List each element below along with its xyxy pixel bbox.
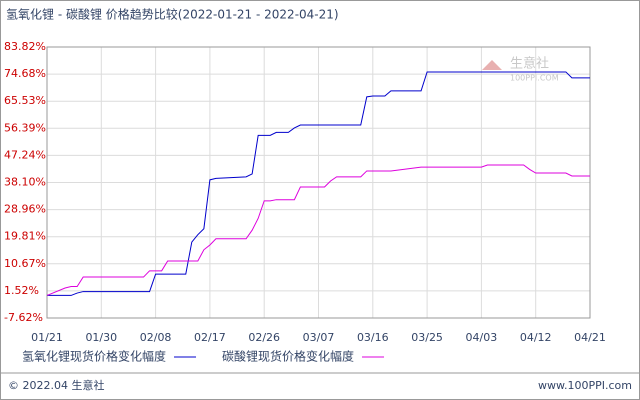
footer-right: www.100PPI.com: [538, 379, 632, 392]
y-tick-label: 65.53%: [4, 94, 46, 107]
x-tick-label: 01/21: [31, 331, 63, 344]
x-tick-label: 04/03: [466, 331, 498, 344]
y-tick-label: 19.81%: [4, 230, 46, 243]
x-tick-label: 03/16: [357, 331, 389, 344]
watermark-logo: [482, 60, 502, 70]
legend-label: 氢氧化锂现货价格变化幅度: [22, 349, 166, 364]
chart-title: 氢氧化锂 - 碳酸锂 价格趋势比较(2022-01-21 - 2022-04-2…: [6, 7, 339, 22]
x-tick-label: 03/07: [303, 331, 335, 344]
x-tick-label: 03/25: [411, 331, 443, 344]
series-line: [47, 71, 590, 296]
y-tick-label: 47.24%: [4, 148, 46, 161]
watermark: 生意社 100PPI.COM: [482, 56, 559, 83]
y-tick-label: 38.10%: [4, 176, 46, 189]
y-tick-label: -7.62%: [4, 311, 43, 324]
x-tick-label: 02/08: [140, 331, 172, 344]
legend-label: 碳酸锂现货价格变化幅度: [222, 349, 354, 364]
x-tick-label: 04/21: [574, 331, 606, 344]
y-tick-label: 1.52%: [4, 284, 39, 297]
x-tick-label: 04/12: [520, 331, 552, 344]
y-tick-label: 74.68%: [4, 67, 46, 80]
plot-border: [46, 46, 591, 319]
footer-left: © 2022.04 生意社: [8, 378, 104, 392]
series-line: [46, 164, 590, 296]
x-tick-label: 02/17: [194, 331, 226, 344]
y-tick-label: 83.82%: [4, 40, 46, 53]
y-tick-label: 10.67%: [4, 257, 46, 270]
x-tick-label: 02/26: [248, 331, 280, 344]
x-tick-label: 01/30: [85, 331, 117, 344]
y-tick-label: 56.39%: [4, 121, 46, 134]
watermark-name: 生意社: [510, 56, 549, 72]
watermark-site: 100PPI.COM: [510, 74, 559, 83]
y-tick-label: 28.96%: [4, 203, 46, 216]
